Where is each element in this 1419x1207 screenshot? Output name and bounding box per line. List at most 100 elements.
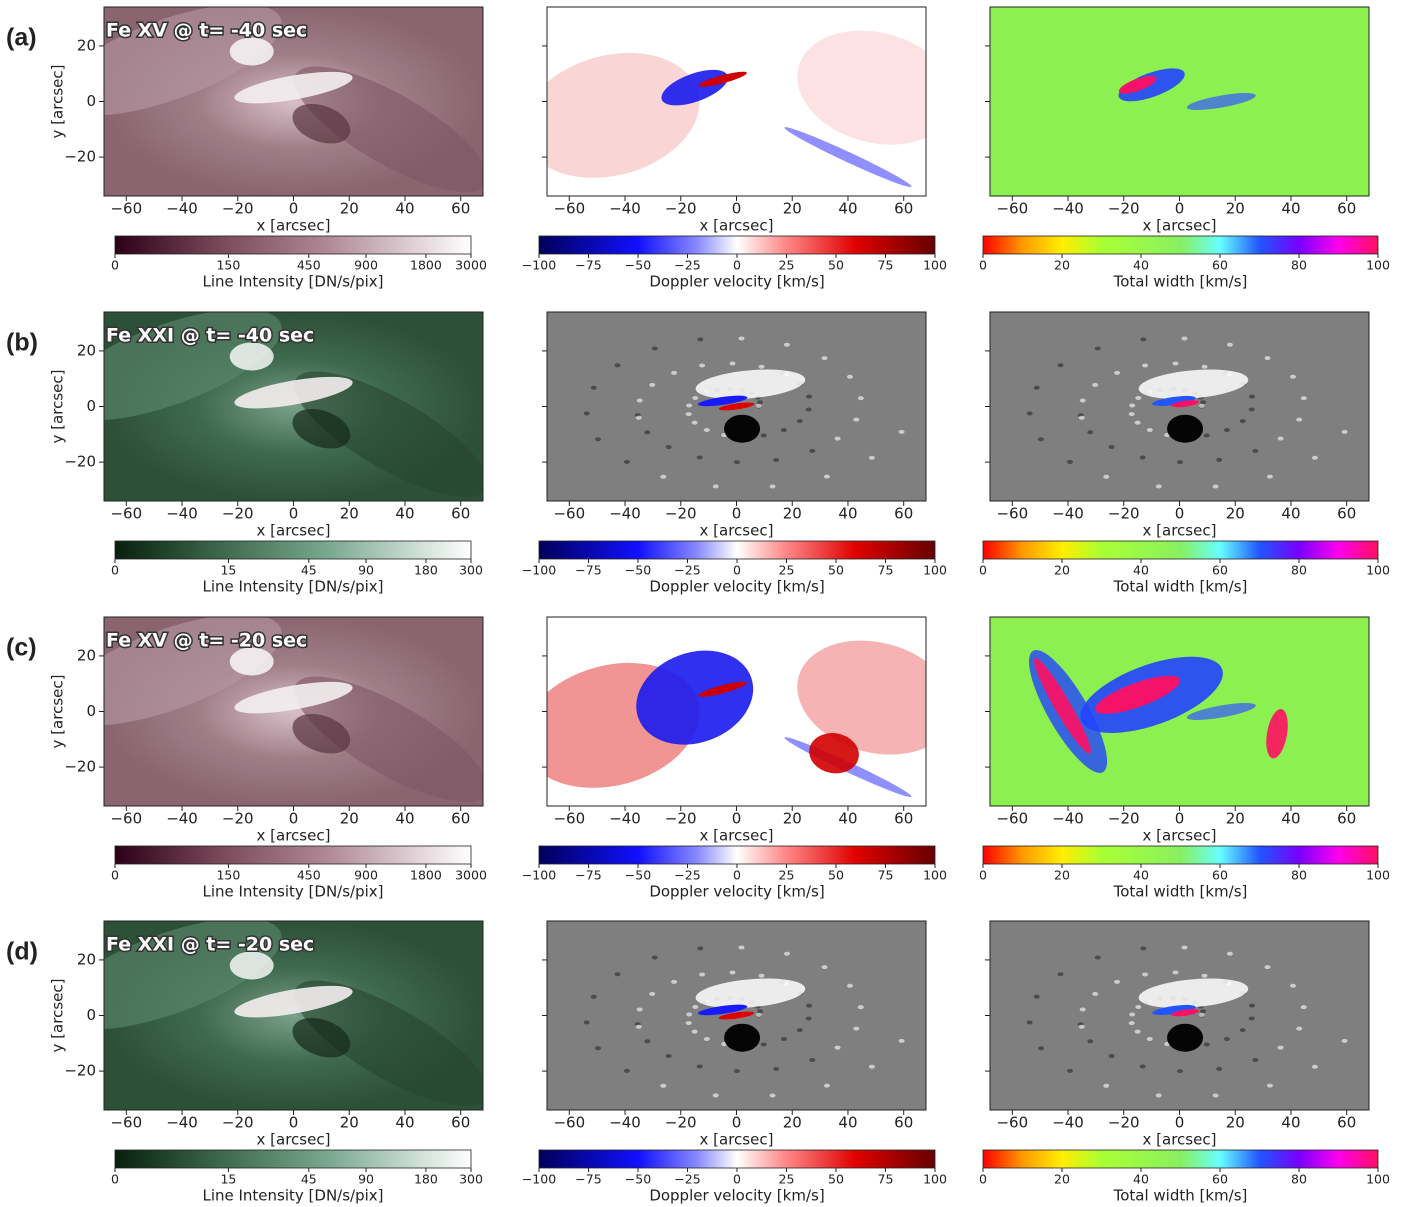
colorbar-label: Doppler velocity [km/s] bbox=[649, 883, 824, 901]
loop bbox=[294, 980, 483, 1107]
y-axis-label: y [arcsec] bbox=[49, 370, 67, 444]
core bbox=[229, 342, 274, 371]
speck bbox=[1266, 474, 1273, 479]
y-tick-label: 20 bbox=[77, 341, 96, 359]
speck bbox=[703, 428, 710, 433]
broad bbox=[1186, 703, 1256, 720]
x-tick-label: 20 bbox=[340, 505, 359, 523]
speck bbox=[1140, 946, 1147, 951]
speck bbox=[1066, 1068, 1073, 1073]
colorbar-tick-label: 40 bbox=[1133, 868, 1149, 883]
x-tick-label: 0 bbox=[732, 1114, 742, 1132]
x-tick-label: 40 bbox=[1281, 810, 1300, 828]
loop bbox=[104, 7, 282, 116]
x-tick-label: 0 bbox=[1175, 200, 1185, 218]
colorbar-tick-label: 40 bbox=[1133, 258, 1149, 273]
colorbar-tick-label: 20 bbox=[1054, 563, 1070, 578]
speck bbox=[773, 457, 780, 462]
speck bbox=[1057, 363, 1064, 368]
x-axis-label: x [arcsec] bbox=[1143, 1131, 1217, 1149]
speck bbox=[760, 1042, 767, 1047]
speck bbox=[1108, 1054, 1115, 1059]
row-label: (b) bbox=[6, 329, 38, 357]
speck bbox=[806, 394, 813, 399]
colorbar-label: Total width [km/s] bbox=[1113, 1187, 1248, 1205]
colorbar-label: Doppler velocity [km/s] bbox=[649, 273, 824, 291]
x-tick-label: 40 bbox=[838, 1114, 857, 1132]
image-content bbox=[547, 921, 926, 1110]
speck bbox=[846, 374, 853, 379]
x-axis-label: x [arcsec] bbox=[700, 217, 774, 235]
colorbar bbox=[114, 235, 472, 255]
speck bbox=[898, 1038, 905, 1043]
panel-image bbox=[103, 311, 484, 502]
x-tick-label: 60 bbox=[894, 200, 913, 218]
speck bbox=[665, 1054, 672, 1059]
speck bbox=[594, 1046, 601, 1051]
speck bbox=[1094, 955, 1101, 960]
colorbar-tick-label: 50 bbox=[828, 1172, 844, 1187]
x-tick-label: −20 bbox=[665, 200, 697, 218]
speck bbox=[1057, 972, 1064, 977]
x-tick-label: 0 bbox=[289, 810, 299, 828]
y-tick-label: −20 bbox=[64, 148, 96, 166]
x-tick-label: −60 bbox=[110, 200, 142, 218]
speck bbox=[1177, 460, 1184, 465]
panel-image bbox=[546, 920, 927, 1111]
background bbox=[990, 7, 1369, 196]
speck bbox=[614, 363, 621, 368]
speck bbox=[1142, 972, 1149, 977]
x-axis-label: x [arcsec] bbox=[700, 1131, 774, 1149]
colorbar bbox=[982, 845, 1379, 865]
x-tick-label: −20 bbox=[665, 505, 697, 523]
speck bbox=[644, 430, 651, 435]
speck bbox=[760, 433, 767, 438]
colorbar-tick-label: −100 bbox=[522, 868, 556, 883]
x-tick-label: 60 bbox=[1337, 200, 1356, 218]
image-content bbox=[990, 312, 1369, 501]
x-tick-label: 40 bbox=[395, 810, 414, 828]
speck bbox=[809, 448, 816, 453]
speck bbox=[644, 1039, 651, 1044]
speck bbox=[821, 965, 828, 970]
speck bbox=[1212, 484, 1219, 489]
speck bbox=[635, 1024, 642, 1029]
speck bbox=[1296, 1026, 1303, 1031]
speck bbox=[898, 429, 905, 434]
speck bbox=[783, 951, 790, 956]
row-label: (c) bbox=[6, 634, 37, 662]
colorbar-label: Total width [km/s] bbox=[1113, 578, 1248, 596]
colorbar-tick-label: 20 bbox=[1054, 1172, 1070, 1187]
image-content bbox=[104, 312, 483, 501]
x-axis-label: x [arcsec] bbox=[257, 217, 331, 235]
colorbar-tick-label: 60 bbox=[1212, 1172, 1228, 1187]
blue-flow bbox=[636, 650, 754, 745]
row-label: (d) bbox=[6, 938, 38, 966]
x-tick-label: 20 bbox=[340, 200, 359, 218]
x-tick-label: −60 bbox=[110, 810, 142, 828]
image-content bbox=[104, 617, 483, 806]
speck bbox=[1026, 411, 1033, 416]
speck bbox=[1172, 970, 1179, 975]
colorbar-tick-label: 100 bbox=[1366, 868, 1390, 883]
x-tick-label: −40 bbox=[1052, 1114, 1084, 1132]
colorbar bbox=[982, 1149, 1379, 1169]
colorbar-tick-label: 300 bbox=[459, 1172, 483, 1187]
row-label: (a) bbox=[6, 24, 37, 52]
speck bbox=[1226, 342, 1233, 347]
colorbar-tick-label: 0 bbox=[979, 563, 987, 578]
colorbar-tick-label: 1800 bbox=[410, 868, 442, 883]
image-content bbox=[547, 7, 926, 196]
image-content bbox=[990, 617, 1369, 806]
x-tick-label: 60 bbox=[1337, 1114, 1356, 1132]
colorbar-tick-label: 100 bbox=[1366, 563, 1390, 578]
x-tick-label: 20 bbox=[340, 1114, 359, 1132]
colorbar-tick-label: 80 bbox=[1291, 868, 1307, 883]
speck bbox=[651, 346, 658, 351]
x-tick-label: 40 bbox=[1281, 1114, 1300, 1132]
x-tick-label: 60 bbox=[451, 1114, 470, 1132]
speck bbox=[590, 994, 597, 999]
speck bbox=[699, 972, 706, 977]
colorbar-tick-label: 3000 bbox=[455, 868, 487, 883]
red-core bbox=[698, 71, 747, 87]
